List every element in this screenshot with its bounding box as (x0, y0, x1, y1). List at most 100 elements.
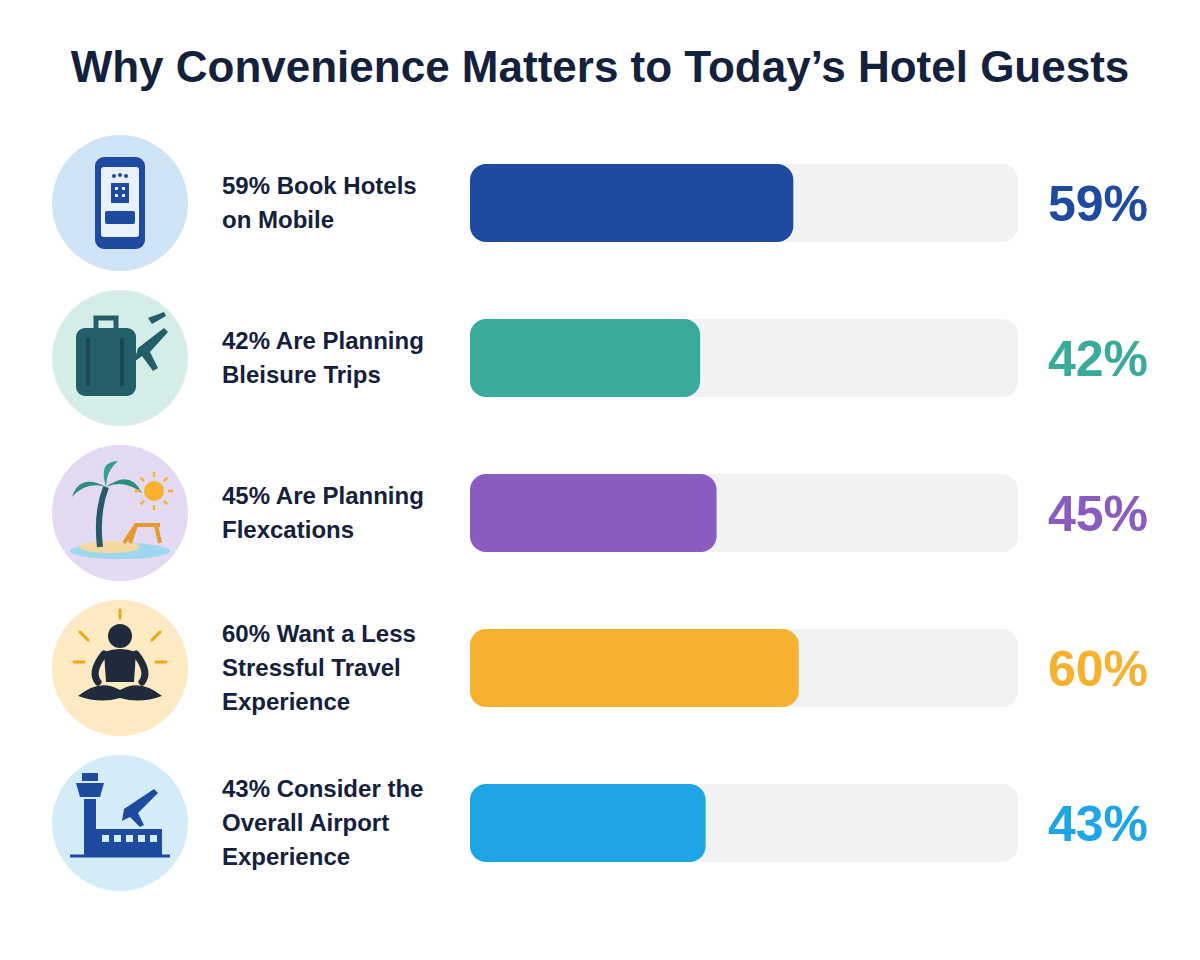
icon-arms (95, 654, 145, 682)
bars (470, 164, 799, 862)
data-label: 42% (1048, 331, 1148, 387)
icon-leaf (104, 461, 118, 487)
category-label-line: Experience (222, 688, 350, 715)
data-label: 59% (1048, 176, 1148, 232)
tracks (470, 164, 1018, 862)
icon-ray (153, 472, 156, 477)
icon-ray (164, 478, 168, 482)
icon-plane (122, 789, 158, 827)
category-label: 45% Are Planning Flexcations (222, 482, 431, 543)
icon-window (102, 835, 109, 842)
icon-body (104, 649, 136, 682)
bar-track (470, 474, 1018, 552)
category-label-line: 42% Are Planning (222, 327, 431, 354)
data-label: 60% (1048, 641, 1148, 697)
icon-ray (135, 490, 140, 493)
icon-circle (52, 135, 188, 271)
icon-star (112, 174, 116, 178)
icon-window (122, 187, 125, 190)
icon-cab (76, 783, 104, 797)
category-label-line: Bleisure Trips (222, 361, 381, 388)
icon-ray (141, 478, 145, 482)
icons (52, 135, 188, 891)
icon-window (115, 194, 118, 197)
icon-ray (119, 610, 122, 618)
icon-window (115, 187, 118, 190)
icon-sun (144, 481, 164, 501)
background (0, 0, 1200, 960)
labels: 59% Book Hotels on Mobile 59% 42% Are Plan… (222, 172, 1148, 870)
chart: Why Convenience Matters to Today’s Hotel… (0, 0, 1200, 960)
icon-ray (168, 490, 173, 493)
category-label-line: 45% Are Planning (222, 482, 431, 509)
icon-circle (52, 755, 188, 891)
icon-ray (152, 632, 160, 640)
icon-window (150, 835, 157, 842)
bar (470, 319, 700, 397)
icon-ray (156, 661, 166, 664)
icon-cab-top (82, 773, 98, 781)
category-label: 42% Are Planning Bleisure Trips (222, 327, 431, 388)
icon-button (105, 211, 135, 224)
icon (70, 461, 173, 559)
category-label-line: 60% Want a Less (222, 620, 423, 647)
bar-track (470, 164, 1018, 242)
icon-terminal (96, 829, 162, 855)
icon (76, 312, 168, 396)
bar (470, 629, 799, 707)
icon-lounger (124, 525, 160, 543)
icon-window (114, 835, 121, 842)
icon-stripe (86, 338, 90, 386)
icon-building (111, 183, 129, 203)
icon (95, 157, 145, 249)
category-label-line: Stressful Travel (222, 654, 407, 681)
title: Why Convenience Matters to Today’s Hotel… (71, 42, 1130, 91)
icon-star (118, 173, 122, 177)
icon-head (108, 624, 132, 648)
icon (70, 773, 170, 856)
icon-plane-small (148, 312, 166, 324)
icon-plane (134, 328, 168, 371)
icon-ray (74, 661, 84, 664)
category-label-line: Overall Airport (222, 809, 396, 836)
icon-suitcase (76, 328, 136, 396)
icon-ray (141, 501, 145, 505)
icon-leaf (106, 479, 142, 493)
category-label: 43% Consider the Overall Airport Experie… (222, 775, 430, 870)
icon-circle (52, 600, 188, 736)
icon-ray (153, 505, 156, 510)
icon-trunk (99, 487, 106, 547)
bar (470, 474, 717, 552)
icon-leaf (72, 482, 106, 497)
icon-handle (96, 318, 116, 328)
bar-track (470, 784, 1018, 862)
bar-track (470, 629, 1018, 707)
icon-legs (78, 685, 162, 700)
icon-window (138, 835, 145, 842)
category-label: 59% Book Hotels on Mobile (222, 172, 423, 233)
bar (470, 784, 706, 862)
category-label-line: Experience (222, 843, 350, 870)
category-label-line: 59% Book Hotels (222, 172, 423, 199)
icon-ray (80, 632, 88, 640)
data-label: 43% (1048, 796, 1148, 852)
icon-circle (52, 290, 188, 426)
icon-tower (84, 799, 96, 855)
bar (470, 164, 793, 242)
icon-window (122, 194, 125, 197)
icon-ray (164, 501, 168, 505)
icon-screen (101, 167, 139, 237)
icon (74, 610, 166, 701)
category-label-line: Flexcations (222, 516, 354, 543)
icon-phone (95, 157, 145, 249)
icon-ground (70, 855, 170, 858)
data-label: 45% (1048, 486, 1148, 542)
category-label-line: on Mobile (222, 206, 334, 233)
icon-window (126, 835, 133, 842)
icon-stripe (120, 338, 124, 386)
icon-circle (52, 445, 188, 581)
category-label-line: 43% Consider the (222, 775, 430, 802)
bar-track (470, 319, 1018, 397)
icon-star (124, 174, 128, 178)
category-label: 60% Want a Less Stressful Travel Experie… (222, 620, 423, 715)
